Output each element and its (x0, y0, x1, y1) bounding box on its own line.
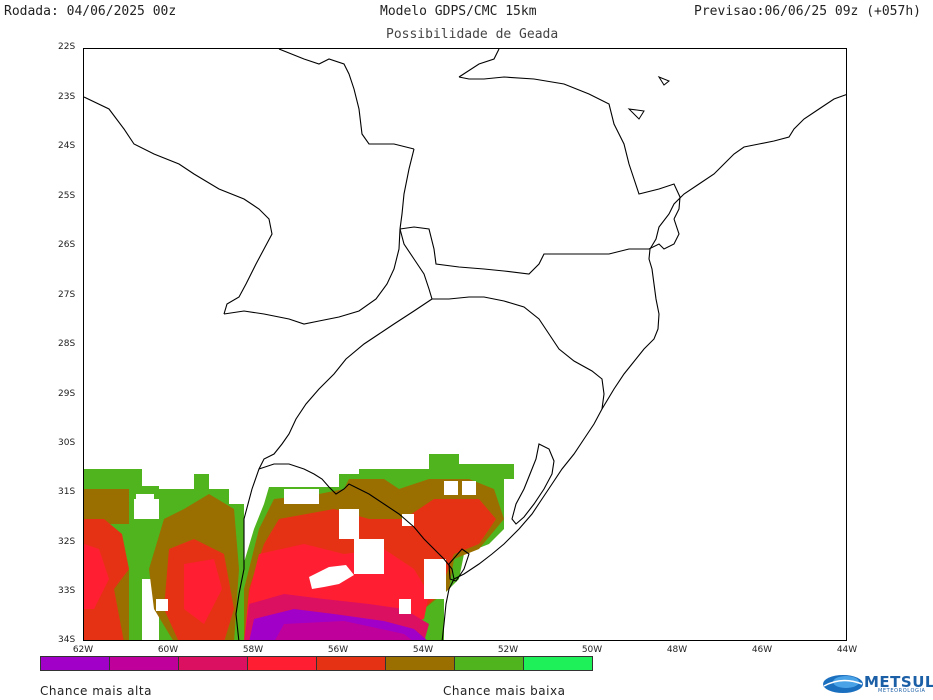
legend-high-label: Chance mais alta (40, 684, 152, 698)
forecast-time-label: Previsao:06/06/25 09z (+057h) (694, 4, 921, 19)
frost-gap (444, 481, 458, 495)
metsul-logo-subtext: METEOROLOGIA (878, 688, 926, 694)
lat-label-22s: 22S (58, 42, 76, 52)
lat-label-23s: 23S (58, 92, 76, 102)
model-label: Modelo GDPS/CMC 15km (380, 4, 537, 19)
frost-gap (402, 514, 414, 526)
metsul-logo-icon (823, 675, 863, 693)
lon-label-48w: 48W (666, 645, 688, 655)
frost-gap (309, 565, 354, 589)
border-pr-sc (399, 218, 680, 275)
frost-gap (462, 481, 476, 495)
lat-label-28s: 28S (58, 339, 76, 349)
lat-label-29s: 29S (58, 389, 76, 399)
lon-label-46w: 46W (751, 645, 773, 655)
border-paraguay-argentina (84, 96, 273, 315)
frost-gap (339, 509, 359, 539)
lat-label-25s: 25S (58, 191, 76, 201)
frost-gap (156, 599, 168, 611)
lat-label-32s: 32S (58, 537, 76, 547)
lat-label-33s: 33S (58, 586, 76, 596)
frost-gap (399, 599, 411, 614)
lon-label-58w: 58W (242, 645, 264, 655)
frost-gap (424, 559, 446, 599)
lat-label-31s: 31S (58, 487, 76, 497)
colorbar-swatch (179, 657, 248, 670)
border-argentina-rs (235, 298, 433, 640)
lagoa-mirim (448, 548, 470, 582)
border-sc-rs (432, 296, 605, 410)
island (627, 75, 670, 120)
frost-gap (284, 489, 319, 504)
colorbar-swatch (317, 657, 386, 670)
lat-label-30s: 30S (58, 438, 76, 448)
lon-label-54w: 54W (412, 645, 434, 655)
lat-label-26s: 26S (58, 240, 76, 250)
lat-label-34s: 34S (58, 635, 76, 645)
frost-gap (136, 494, 154, 514)
colorbar-swatch (524, 657, 592, 670)
frost-colorbar (40, 656, 593, 671)
frost-area-central-violet (275, 621, 412, 640)
lon-label-44w: 44W (836, 645, 858, 655)
frost-map (83, 48, 847, 641)
border-paraguay-south (223, 228, 401, 325)
lon-label-56w: 56W (327, 645, 349, 655)
colorbar-swatch (41, 657, 110, 670)
border-brazil-uruguay (258, 463, 455, 640)
colorbar-swatch (455, 657, 524, 670)
coastline (453, 94, 846, 580)
border-misiones (399, 228, 433, 300)
border-ms-pr (458, 49, 500, 78)
lon-label-50w: 50W (581, 645, 603, 655)
lon-label-60w: 60W (157, 645, 179, 655)
frost-map-svg (84, 49, 846, 640)
frost-field (84, 454, 514, 640)
legend-low-label: Chance mais baixa (443, 684, 566, 698)
run-date-label: Rodada: 04/06/2025 00z (4, 4, 177, 19)
frost-area-west-red (84, 544, 222, 624)
frost-gap (354, 539, 384, 574)
metsul-logo-text: METSUL (864, 673, 933, 691)
lon-label-62w: 62W (72, 645, 94, 655)
lagoa-dos-patos (511, 443, 555, 525)
lat-label-27s: 27S (58, 290, 76, 300)
colorbar-swatch (110, 657, 179, 670)
border-paraguay-east (399, 148, 415, 230)
colorbar-swatch (386, 657, 455, 670)
lon-label-52w: 52W (497, 645, 519, 655)
lat-label-24s: 24S (58, 141, 76, 151)
border-sp-mg (458, 76, 681, 220)
border-paraguay-north (278, 49, 415, 150)
colorbar-swatch (248, 657, 317, 670)
borders (84, 49, 846, 640)
map-subtitle: Possibilidade de Geada (386, 27, 559, 42)
